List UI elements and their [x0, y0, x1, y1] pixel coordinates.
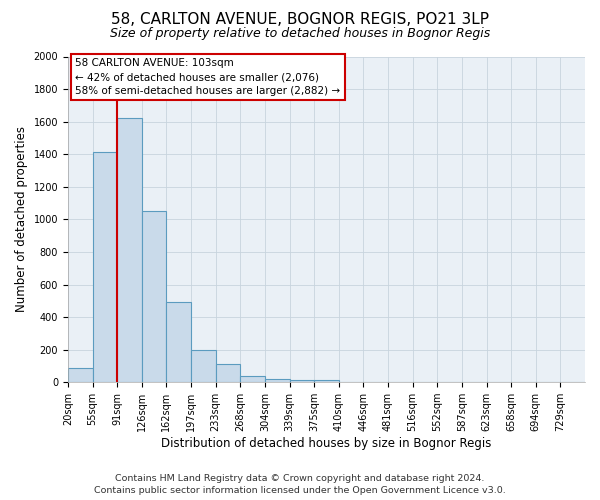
- Text: 58 CARLTON AVENUE: 103sqm
← 42% of detached houses are smaller (2,076)
58% of se: 58 CARLTON AVENUE: 103sqm ← 42% of detac…: [75, 58, 340, 96]
- X-axis label: Distribution of detached houses by size in Bognor Regis: Distribution of detached houses by size …: [161, 437, 491, 450]
- Bar: [265, 379, 290, 382]
- Bar: [191, 350, 215, 382]
- Bar: [68, 368, 92, 382]
- Bar: [215, 364, 240, 382]
- Bar: [290, 380, 314, 382]
- Bar: [92, 152, 117, 382]
- Y-axis label: Number of detached properties: Number of detached properties: [15, 126, 28, 312]
- Text: Size of property relative to detached houses in Bognor Regis: Size of property relative to detached ho…: [110, 28, 490, 40]
- Bar: [240, 376, 265, 382]
- Bar: [142, 211, 166, 382]
- Bar: [166, 302, 191, 382]
- Text: Contains HM Land Registry data © Crown copyright and database right 2024.
Contai: Contains HM Land Registry data © Crown c…: [94, 474, 506, 495]
- Bar: [314, 380, 339, 382]
- Bar: [117, 118, 142, 382]
- Text: 58, CARLTON AVENUE, BOGNOR REGIS, PO21 3LP: 58, CARLTON AVENUE, BOGNOR REGIS, PO21 3…: [111, 12, 489, 28]
